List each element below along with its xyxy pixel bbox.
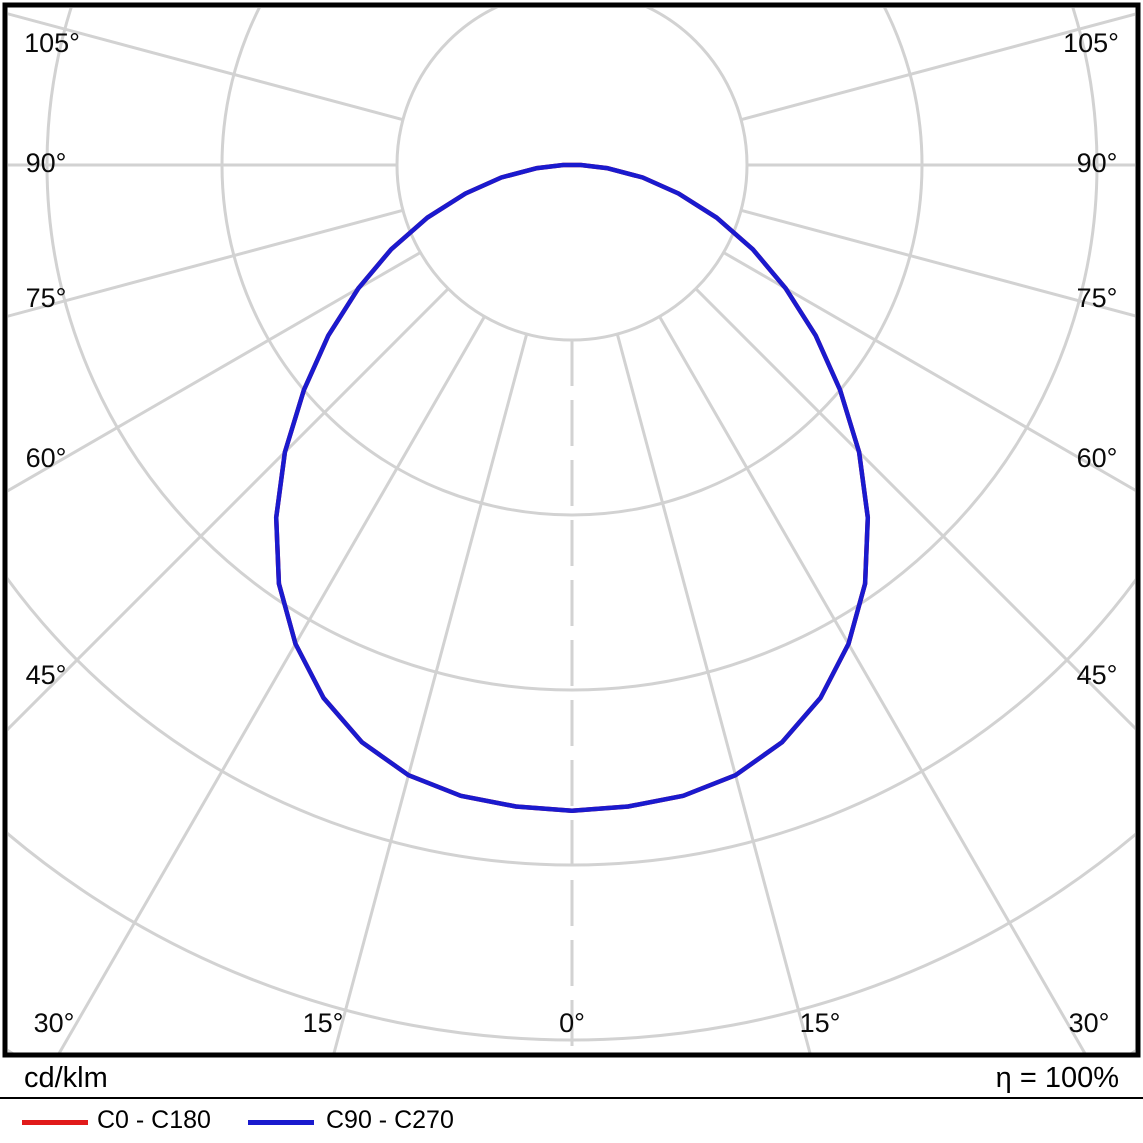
angle-label: 90° <box>1077 148 1118 178</box>
polar-grid <box>8 8 1135 1053</box>
grid-ray <box>8 12 404 122</box>
legend-entries: C0 - C180 C90 - C270 <box>0 1102 1143 1143</box>
grid-ray <box>694 287 1135 731</box>
efficiency-value: η = 100% <box>995 1062 1119 1094</box>
c90-c270-line-swatch <box>248 1120 314 1125</box>
angle-label: 30° <box>34 1008 75 1038</box>
angle-label: 30° <box>1069 1008 1110 1038</box>
angle-label: 105° <box>24 28 80 58</box>
angle-label: 0° <box>559 1008 585 1038</box>
angle-label: 60° <box>1077 443 1118 473</box>
unit-label: cd/klm <box>24 1062 108 1094</box>
angle-label: 105° <box>1063 28 1119 58</box>
grid-ray <box>57 315 486 1053</box>
angle-label: 75° <box>1077 283 1118 313</box>
angle-label: 15° <box>303 1008 344 1038</box>
grid-ray <box>722 251 1135 492</box>
angle-label: 75° <box>26 283 67 313</box>
c0-c180-line-swatch <box>22 1120 88 1125</box>
legend-area: cd/klm η = 100% C0 - C180 C90 - C270 <box>0 1060 1143 1143</box>
grid-ray <box>615 333 812 1053</box>
intensity-curve-C90-C270 <box>273 162 871 814</box>
plot-border <box>2 2 1141 1058</box>
grid-ray <box>8 251 422 493</box>
legend-label-c0-c180: C0 - C180 <box>97 1106 211 1134</box>
grid-ring <box>395 8 749 342</box>
grid-ray <box>658 315 1087 1053</box>
grid-ray <box>740 208 1135 318</box>
angle-label: 45° <box>26 660 67 690</box>
legend-label-c90-c270: C90 - C270 <box>326 1106 454 1134</box>
grid-ray <box>332 333 529 1053</box>
grid-ray <box>8 287 450 732</box>
grid-ray <box>740 12 1135 122</box>
angle-label: 15° <box>800 1008 841 1038</box>
angle-label: 45° <box>1077 660 1118 690</box>
angle-label: 90° <box>26 148 67 178</box>
grid-ray <box>8 208 404 318</box>
legend-divider <box>0 1097 1143 1099</box>
polar-chart: 105° 90° 75° 60° 45° 30° 15° 0° 15° 30° 45° 60° 75° 9… <box>2 2 1141 1058</box>
angle-label: 60° <box>26 443 67 473</box>
